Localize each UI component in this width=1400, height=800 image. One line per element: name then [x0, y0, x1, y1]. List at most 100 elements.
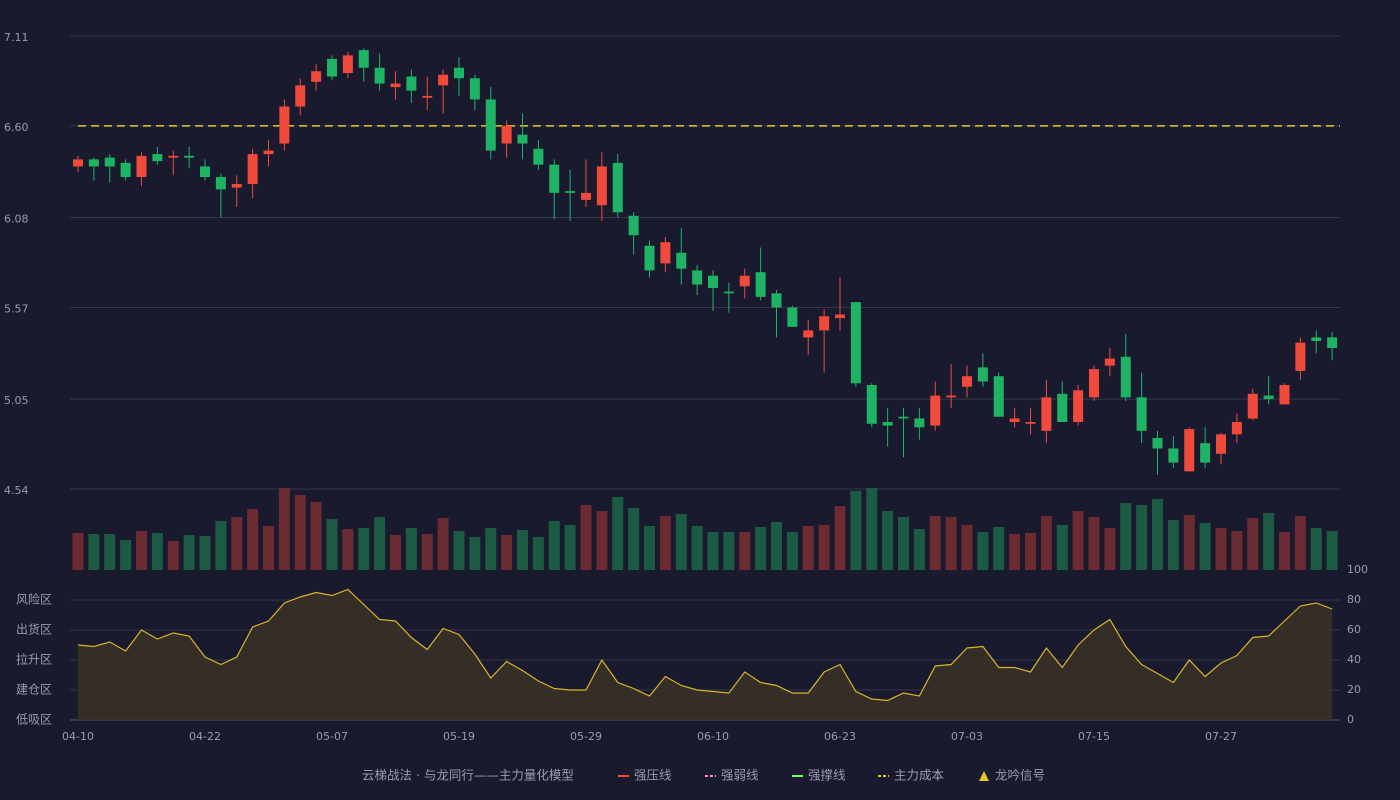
candle-body	[596, 166, 607, 206]
candle-body	[1057, 393, 1068, 423]
zone-label: 出货区	[16, 622, 52, 637]
y-tick-label: 20	[1347, 683, 1361, 696]
candle-body	[1327, 337, 1338, 348]
candle-body	[152, 154, 163, 162]
volume-bar	[263, 526, 274, 570]
candle-body	[962, 376, 972, 387]
candle-body	[184, 155, 195, 158]
line	[77, 588, 1333, 702]
candle-body	[517, 134, 528, 144]
x-tick-label: 05-19	[443, 730, 475, 743]
volume-bar	[802, 526, 814, 570]
candle-body	[708, 275, 718, 289]
candle-body	[374, 67, 385, 84]
y-tick-label: 4.54	[4, 484, 29, 497]
volume-bar	[405, 528, 417, 570]
volume-bar	[596, 511, 608, 570]
candle-body	[1263, 395, 1274, 400]
volume-bar	[1088, 517, 1100, 570]
candle-body	[977, 367, 988, 382]
candle-body	[279, 106, 290, 144]
candle-body	[358, 50, 369, 68]
volume-bar	[1183, 515, 1195, 570]
x-tick-label: 07-15	[1078, 730, 1110, 743]
candle-body	[1089, 369, 1099, 398]
candle-body	[1168, 448, 1179, 463]
candle-body	[835, 314, 845, 319]
candle-body	[422, 95, 433, 98]
candle-body	[1073, 390, 1084, 423]
volume-bar	[199, 536, 211, 570]
candle-body	[247, 154, 258, 185]
x-tick-label: 06-10	[697, 730, 729, 743]
candle-body	[88, 159, 99, 167]
volume-bar	[1136, 505, 1148, 570]
candle-body	[485, 99, 496, 151]
volume-bar	[1152, 499, 1163, 570]
volume-bar	[1056, 525, 1068, 570]
x-tick-label: 04-10	[62, 730, 94, 743]
candle-body	[850, 302, 861, 384]
area	[78, 589, 1333, 720]
volume-bar	[644, 526, 655, 570]
candle-body	[469, 78, 480, 100]
volume-bar	[913, 529, 925, 570]
candle-body	[771, 293, 782, 308]
candle-body	[692, 270, 703, 285]
volume-bar	[1072, 511, 1084, 570]
volume-bar	[850, 491, 862, 570]
volume-bar	[929, 516, 941, 570]
candle-body	[501, 125, 512, 144]
candle-body	[1200, 443, 1211, 463]
candle-body	[660, 242, 671, 264]
candle-body	[644, 245, 655, 271]
volume-bar	[215, 521, 227, 570]
legend-label: 强撑线	[808, 768, 846, 783]
volume-bar	[342, 529, 354, 570]
volume-bar	[612, 497, 624, 570]
candle-body	[390, 83, 401, 88]
volume-bar	[564, 525, 576, 570]
volume-bar	[882, 511, 894, 570]
candle-body	[581, 192, 591, 200]
volume-bar	[580, 505, 592, 570]
volume-bar	[310, 502, 322, 570]
volume-bar	[72, 533, 84, 570]
volume-bar	[1167, 520, 1179, 570]
x-tick-label: 06-23	[824, 730, 856, 743]
y-tick-label: 60	[1347, 623, 1361, 636]
volume-bar	[659, 516, 671, 570]
volume-bar	[771, 522, 782, 570]
volume-bar	[1025, 533, 1036, 570]
candle-body	[215, 177, 226, 190]
candle-body	[549, 164, 560, 193]
y-tick-label: 7.11	[4, 31, 29, 44]
candle-body	[136, 155, 147, 178]
candle-body	[327, 58, 337, 77]
candle-body	[739, 275, 750, 287]
candle-body	[73, 159, 83, 167]
candle-body	[1311, 337, 1322, 341]
x-tick-label: 05-29	[570, 730, 602, 743]
volume-bar	[88, 534, 100, 570]
legend-label: 强弱线	[721, 768, 759, 783]
volume-bar	[437, 518, 449, 570]
x-tick-label: 04-22	[189, 730, 221, 743]
candle-body	[1216, 434, 1226, 454]
candle-body	[231, 184, 242, 188]
y-tick-label: 100	[1347, 563, 1368, 576]
y-tick-label: 40	[1347, 653, 1361, 666]
volume-bar	[786, 532, 798, 570]
volume-bar	[1104, 528, 1116, 570]
candle-body	[1025, 422, 1036, 424]
volume-bar	[1310, 528, 1322, 570]
candle-body	[342, 55, 353, 74]
zone-label: 拉升区	[16, 652, 52, 667]
volume-bar	[1263, 513, 1275, 570]
candle-body	[1184, 429, 1195, 472]
candle-body	[168, 155, 179, 158]
legend-label: 主力成本	[894, 768, 945, 783]
candle-body	[803, 330, 814, 338]
candle-body	[930, 395, 941, 426]
candle-body	[263, 150, 274, 155]
